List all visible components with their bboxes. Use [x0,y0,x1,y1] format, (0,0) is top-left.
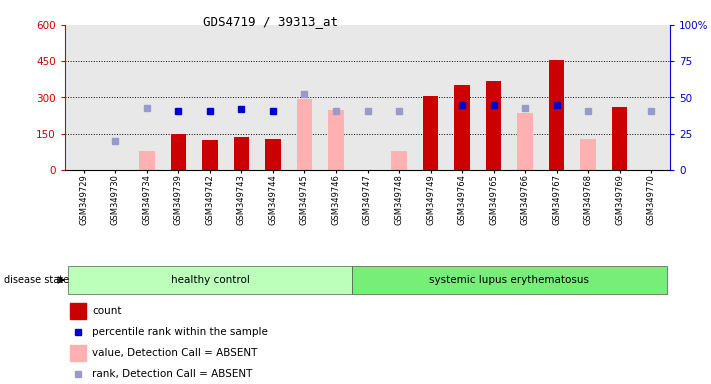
Bar [296,99,312,170]
Bar [580,139,596,170]
Bar [517,113,533,170]
Bar [202,140,218,170]
Bar [611,107,628,170]
Text: healthy control: healthy control [171,275,250,285]
Text: rank, Detection Call = ABSENT: rank, Detection Call = ABSENT [92,369,252,379]
Bar [422,96,439,170]
Bar [70,345,86,361]
Text: systemic lupus erythematosus: systemic lupus erythematosus [429,275,589,285]
Text: count: count [92,306,122,316]
Bar [454,85,470,170]
Text: percentile rank within the sample: percentile rank within the sample [92,327,268,337]
Bar [70,303,86,319]
Bar [486,81,501,170]
Bar [234,137,250,170]
Bar [171,134,186,170]
Text: value, Detection Call = ABSENT: value, Detection Call = ABSENT [92,348,257,358]
Bar [139,151,155,170]
Bar [328,109,344,170]
Text: disease state: disease state [4,275,69,285]
Bar [68,266,352,294]
Bar [352,266,667,294]
Bar [549,60,565,170]
Text: GDS4719 / 39313_at: GDS4719 / 39313_at [203,15,338,28]
Bar [265,139,281,170]
Bar [391,151,407,170]
